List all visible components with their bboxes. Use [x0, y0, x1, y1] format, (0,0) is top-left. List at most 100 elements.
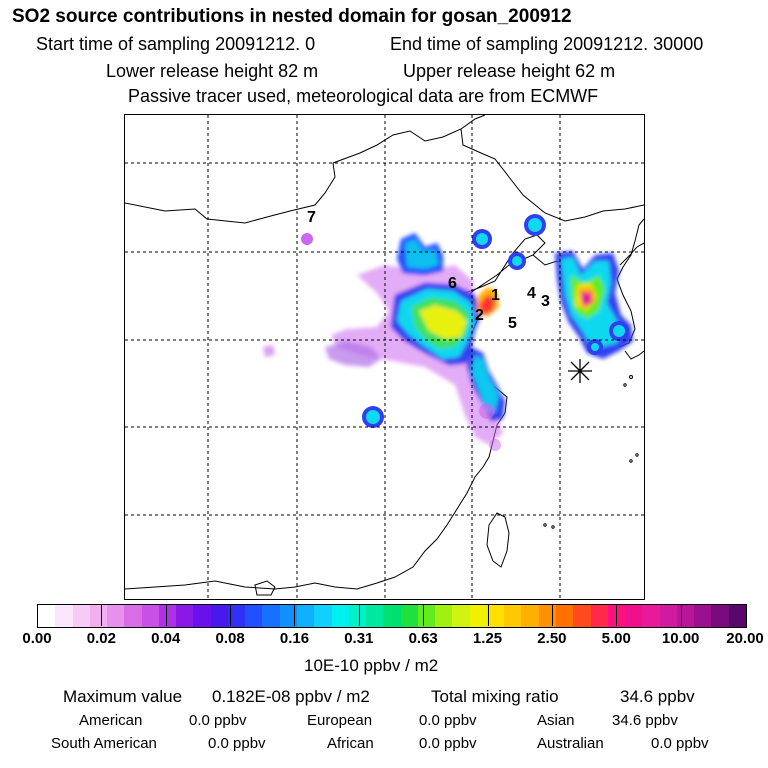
colorbar-tick-label: 0.16	[279, 630, 310, 647]
colorbar-tick-label: 0.02	[86, 630, 116, 647]
colorbar-swatch	[262, 605, 280, 627]
hainan-island	[254, 580, 276, 596]
australian-label: Australian	[537, 735, 604, 752]
colorbar-tick-label: 10.00	[661, 630, 700, 647]
colorbar-swatch	[711, 605, 729, 627]
colorbar-tick-label: 0.08	[215, 630, 245, 647]
colorbar	[37, 604, 747, 628]
colorbar-swatch	[279, 605, 297, 627]
source-blob	[301, 233, 313, 245]
colorbar-separator	[616, 604, 618, 626]
plume-yellow	[419, 305, 467, 339]
colorbar-swatch	[296, 605, 315, 627]
max-value-label: Maximum value	[63, 687, 183, 706]
plume-south-blob	[325, 341, 381, 367]
colorbar-swatch	[486, 605, 505, 627]
plume-north-cyan	[405, 239, 439, 269]
source-label-2: 2	[475, 307, 484, 324]
colorbar-swatch	[245, 605, 263, 627]
border-line	[460, 128, 644, 222]
source-label-3: 3	[541, 293, 550, 310]
colorbar-swatch	[89, 605, 108, 627]
colorbar-swatch	[676, 605, 695, 627]
colorbar-swatch	[728, 605, 746, 627]
colorbar-tick-label: 5.00	[601, 630, 631, 647]
isolated-sources	[301, 214, 629, 451]
colorbar-swatch	[348, 605, 367, 627]
colorbar-tick-label: 0.31	[344, 630, 374, 647]
plume-red	[479, 295, 495, 315]
colorbar-separator	[680, 604, 682, 626]
african-label: African	[327, 735, 374, 752]
south-american-value: 0.0 ppbv	[208, 735, 266, 752]
upper-release-text: Upper release height 62 m	[403, 61, 616, 81]
colorbar-swatch	[435, 605, 453, 627]
colorbar-tick-label: 20.00	[726, 630, 764, 647]
plume-layers	[263, 233, 633, 445]
colorbar-swatch	[107, 605, 125, 627]
colorbar-swatch	[383, 605, 401, 627]
colorbar-swatch	[55, 605, 73, 627]
south-american-label: South American	[51, 735, 157, 752]
source-label-5: 5	[508, 315, 517, 332]
colorbar-separator	[358, 604, 360, 626]
max-value: 0.182E-08 ppbv / m2	[212, 687, 370, 706]
colorbar-tick-label: 0.04	[151, 630, 181, 647]
colorbar-tick-label: 0.63	[408, 630, 438, 647]
colorbar-swatch	[694, 605, 712, 627]
plume-korea-max	[581, 293, 591, 305]
colorbar-tick-label: 1.25	[472, 630, 503, 647]
colorbar-tick-label: 2.50	[537, 630, 567, 647]
colorbar-swatch	[141, 605, 159, 627]
colorbar-swatch	[210, 605, 228, 627]
colorbar-tick-label: 0.00	[22, 630, 52, 647]
colorbar-separator	[230, 604, 232, 626]
colorbar-separator	[487, 604, 489, 626]
colorbar-swatch	[625, 605, 643, 627]
total-mixing-label: Total mixing ratio	[431, 687, 559, 706]
source-label-6: 6	[448, 275, 457, 292]
asian-value: 34.6 ppbv	[612, 712, 678, 729]
european-label: European	[307, 712, 373, 729]
japan-coast	[619, 242, 644, 360]
source-label-7: 7	[307, 209, 316, 226]
asian-label: Asian	[537, 712, 575, 729]
lower-release-text: Lower release height 82 m	[106, 61, 319, 81]
american-value: 0.0 ppbv	[189, 712, 247, 729]
colorbar-swatch	[331, 605, 349, 627]
tracer-note-text: Passive tracer used, meteorological data…	[128, 86, 599, 106]
end-time-text: End time of sampling 20091212. 30000	[390, 34, 704, 54]
map-plot: 1 2 3 4 5 6 7	[124, 114, 645, 600]
american-label: American	[79, 712, 143, 729]
colorbar-swatch	[590, 605, 608, 627]
colorbar-swatch	[193, 605, 211, 627]
total-mixing-value: 34.6 ppbv	[620, 687, 695, 706]
colorbar-swatch	[452, 605, 470, 627]
colorbar-swatch	[555, 605, 574, 627]
colorbar-swatch	[642, 605, 660, 627]
african-value: 0.0 ppbv	[419, 735, 477, 752]
european-value: 0.0 ppbv	[419, 712, 477, 729]
colorbar-swatch	[659, 605, 677, 627]
source-label-4: 4	[527, 285, 536, 302]
colorbar-separator	[165, 604, 167, 626]
border-line	[125, 115, 486, 224]
colorbar-swatch	[124, 605, 142, 627]
grid-lines	[125, 115, 644, 599]
colorbar-swatch	[227, 605, 246, 627]
colorbar-swatch	[400, 605, 418, 627]
colorbar-separator	[294, 604, 296, 626]
colorbar-swatch	[469, 605, 487, 627]
colorbar-swatch	[521, 605, 539, 627]
map-canvas	[125, 115, 644, 599]
colorbar-swatch	[158, 605, 177, 627]
taiwan-island	[486, 512, 510, 568]
australian-value: 0.0 ppbv	[651, 735, 709, 752]
receptor-star-icon	[568, 359, 592, 383]
colorbar-unit: 10E-10 ppbv / m2	[304, 656, 439, 675]
colorbar-swatch	[366, 605, 384, 627]
colorbar-separator	[423, 604, 425, 626]
plume-east-cyan	[471, 355, 499, 413]
colorbar-separator	[101, 604, 103, 626]
colorbar-swatch	[38, 605, 56, 627]
